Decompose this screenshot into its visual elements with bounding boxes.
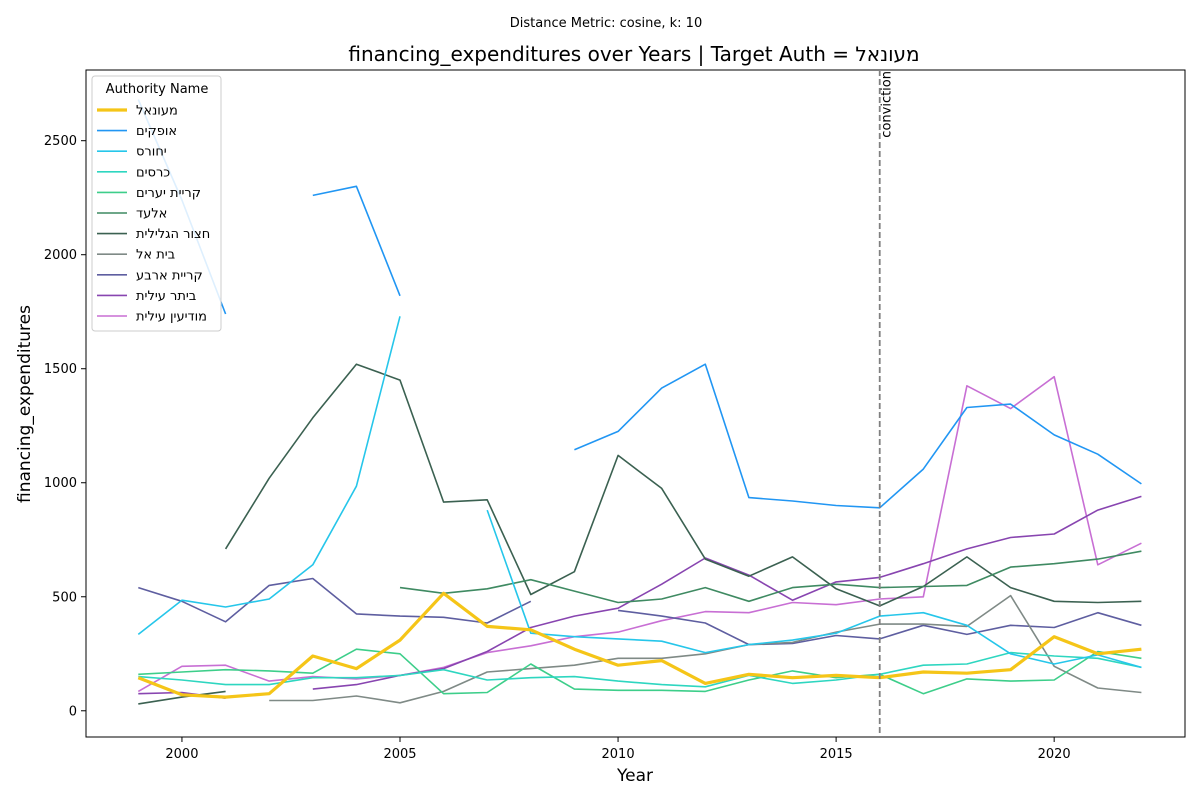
y-axis-ticks: 0 500 1000 1500 2000 2500: [44, 134, 86, 719]
series-layer: [137, 99, 1142, 705]
legend-label: קריית ארבע: [136, 268, 203, 283]
series-line: [138, 651, 1142, 688]
conviction-label: conviction: [880, 71, 895, 138]
legend-label: כרסים: [136, 165, 170, 180]
legend-label: בית אל: [136, 248, 175, 263]
y-tick-label: 500: [52, 590, 77, 605]
series-line: [137, 99, 1142, 509]
chart-title: financing_expenditures over Years | Targ…: [348, 42, 919, 66]
series-line: [137, 375, 1142, 693]
legend-label: ביתר עילית: [136, 289, 196, 304]
series-line: [269, 594, 1142, 704]
legend-title: Authority Name: [106, 82, 209, 97]
x-tick-label: 2010: [602, 747, 635, 762]
legend-label: אופקים: [136, 124, 177, 139]
legend-label: חצור הגלילית: [136, 227, 210, 242]
y-axis-label: financing_expenditures: [15, 305, 35, 503]
legend-label: מודיעין עילית: [136, 310, 207, 325]
x-axis-ticks: 2000 2005 2010 2015 2020: [165, 737, 1071, 762]
y-tick-label: 1000: [44, 476, 77, 491]
legend-box: [91, 75, 222, 332]
y-tick-label: 1500: [44, 362, 77, 377]
legend-label: קריית יערים: [136, 186, 201, 201]
legend-label: אלעד: [136, 207, 167, 222]
series-line: [137, 316, 1142, 669]
series-line: [138, 648, 1142, 695]
x-tick-label: 2020: [1038, 747, 1071, 762]
legend-label: יחורס: [136, 145, 167, 160]
legend-items: מעונאל אופקים יחורס כרסים קריית יערים אלעד חצו…: [97, 104, 210, 325]
x-tick-label: 2005: [383, 747, 416, 762]
series-line: [138, 495, 1142, 699]
y-tick-label: 0: [69, 704, 77, 719]
x-axis-label: Year: [616, 766, 653, 786]
chart-subtitle: Distance Metric: cosine, k: 10: [510, 16, 702, 31]
x-tick-label: 2015: [820, 747, 853, 762]
series-line: [137, 591, 1142, 699]
series-line: [138, 363, 1142, 705]
plot-frame: [85, 69, 1186, 738]
legend-label: מעונאל: [136, 104, 178, 119]
legend: Authority Name מעונאל אופקים יחורס כרסים קרי…: [91, 75, 222, 332]
y-tick-label: 2000: [44, 248, 77, 263]
series-line: [138, 577, 1142, 646]
series-line: [399, 550, 1142, 604]
x-tick-label: 2000: [165, 747, 198, 762]
conviction-marker: conviction: [878, 70, 895, 737]
y-tick-label: 2500: [44, 134, 77, 149]
